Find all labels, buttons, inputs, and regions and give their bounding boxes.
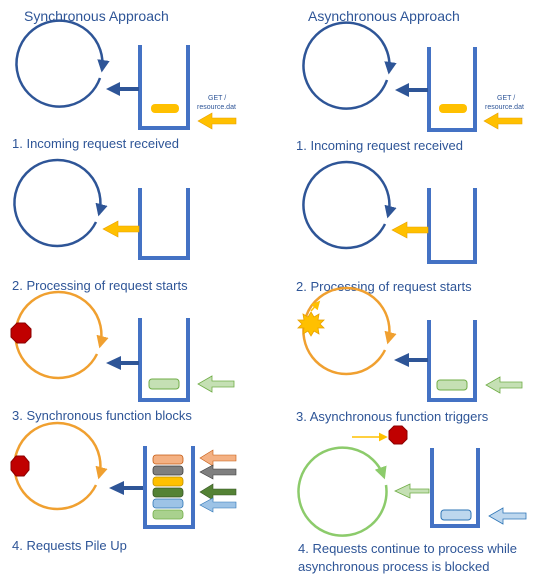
async-step-1: GET / resource.dat 1. Incoming request r… [296,21,524,153]
processing-arrow [102,220,140,238]
queued-request-pill [440,509,472,521]
pile-item-gray [152,465,184,476]
queued-request-pill [148,378,180,390]
request-label: GET / resource.dat [197,95,236,111]
dequeue-arrow [106,356,139,370]
queue-container [430,448,480,528]
queue-container [138,188,190,260]
request-pill [439,104,467,113]
step-caption: 2. Processing of request starts [296,279,472,294]
request-pill [151,104,179,113]
stop-icon [10,455,30,477]
queue-container [427,47,477,132]
pile-item-light-blue [152,498,184,509]
sun-burst-icon [297,311,325,337]
sync-step-1: GET / resource.dat 1. Incoming request r… [12,19,237,151]
processing-arrow [394,483,430,499]
dequeue-arrow [109,481,143,495]
event-loop-idle [15,19,110,108]
pile-item-dark-green [152,487,184,498]
incoming-request-arrow [197,375,235,393]
processing-arrow [391,221,429,239]
dequeue-arrow [106,82,139,96]
incoming-request-arrow [199,464,237,480]
incoming-request-arrow [199,483,237,501]
step-caption: 2. Processing of request starts [12,278,188,293]
async-step-2: 2. Processing of request starts [296,160,477,294]
event-loop-idle [302,21,397,110]
event-loop-idle [13,158,108,248]
queue-container [138,45,190,130]
step-caption: 1. Incoming request received [12,136,179,151]
pile-item-yellow [152,476,184,487]
request-pile [152,454,184,520]
step-caption: 4. Requests continue to process while as… [298,541,521,574]
incoming-request-arrow [199,449,237,467]
incoming-request-arrow [483,112,523,130]
event-loop-idle [302,160,397,250]
async-column-title: Asynchronous Approach [308,8,460,24]
dequeue-arrow [395,83,428,97]
incoming-request-arrow [485,376,523,394]
sync-step-2: 2. Processing of request starts [12,158,190,293]
incoming-requests [199,449,237,513]
dequeue-arrow [394,353,428,367]
queue-container [143,446,195,529]
request-label: GET / resource.dat [485,95,524,111]
step-caption: 3. Asynchronous function triggers [296,409,489,424]
pile-item-peach [152,454,184,465]
async-step-4: 4. Requests continue to process while as… [297,425,527,574]
async-step-3: 3. Asynchronous function triggers [296,286,523,424]
trigger-arrow [310,300,321,312]
queue-container [427,188,477,264]
incoming-request-arrow [199,497,237,513]
stop-icon [388,425,408,445]
event-loop-busy [14,290,109,380]
incoming-request-arrow [197,112,237,130]
step-caption: 1. Incoming request received [296,138,463,153]
queue-container [427,320,477,402]
sync-step-4: 4. Requests Pile Up [10,421,237,553]
event-loop-async [297,446,388,537]
pile-item-light-green [152,509,184,520]
sync-step-3: 3. Synchronous function blocks [10,290,235,423]
event-loop-busy [13,421,108,511]
step-caption: 3. Synchronous function blocks [12,408,192,423]
queued-request-pill [436,379,468,391]
incoming-request-arrow [488,507,527,525]
stop-icon [10,322,32,344]
step-caption: 4. Requests Pile Up [12,538,127,553]
queue-container [138,318,190,402]
